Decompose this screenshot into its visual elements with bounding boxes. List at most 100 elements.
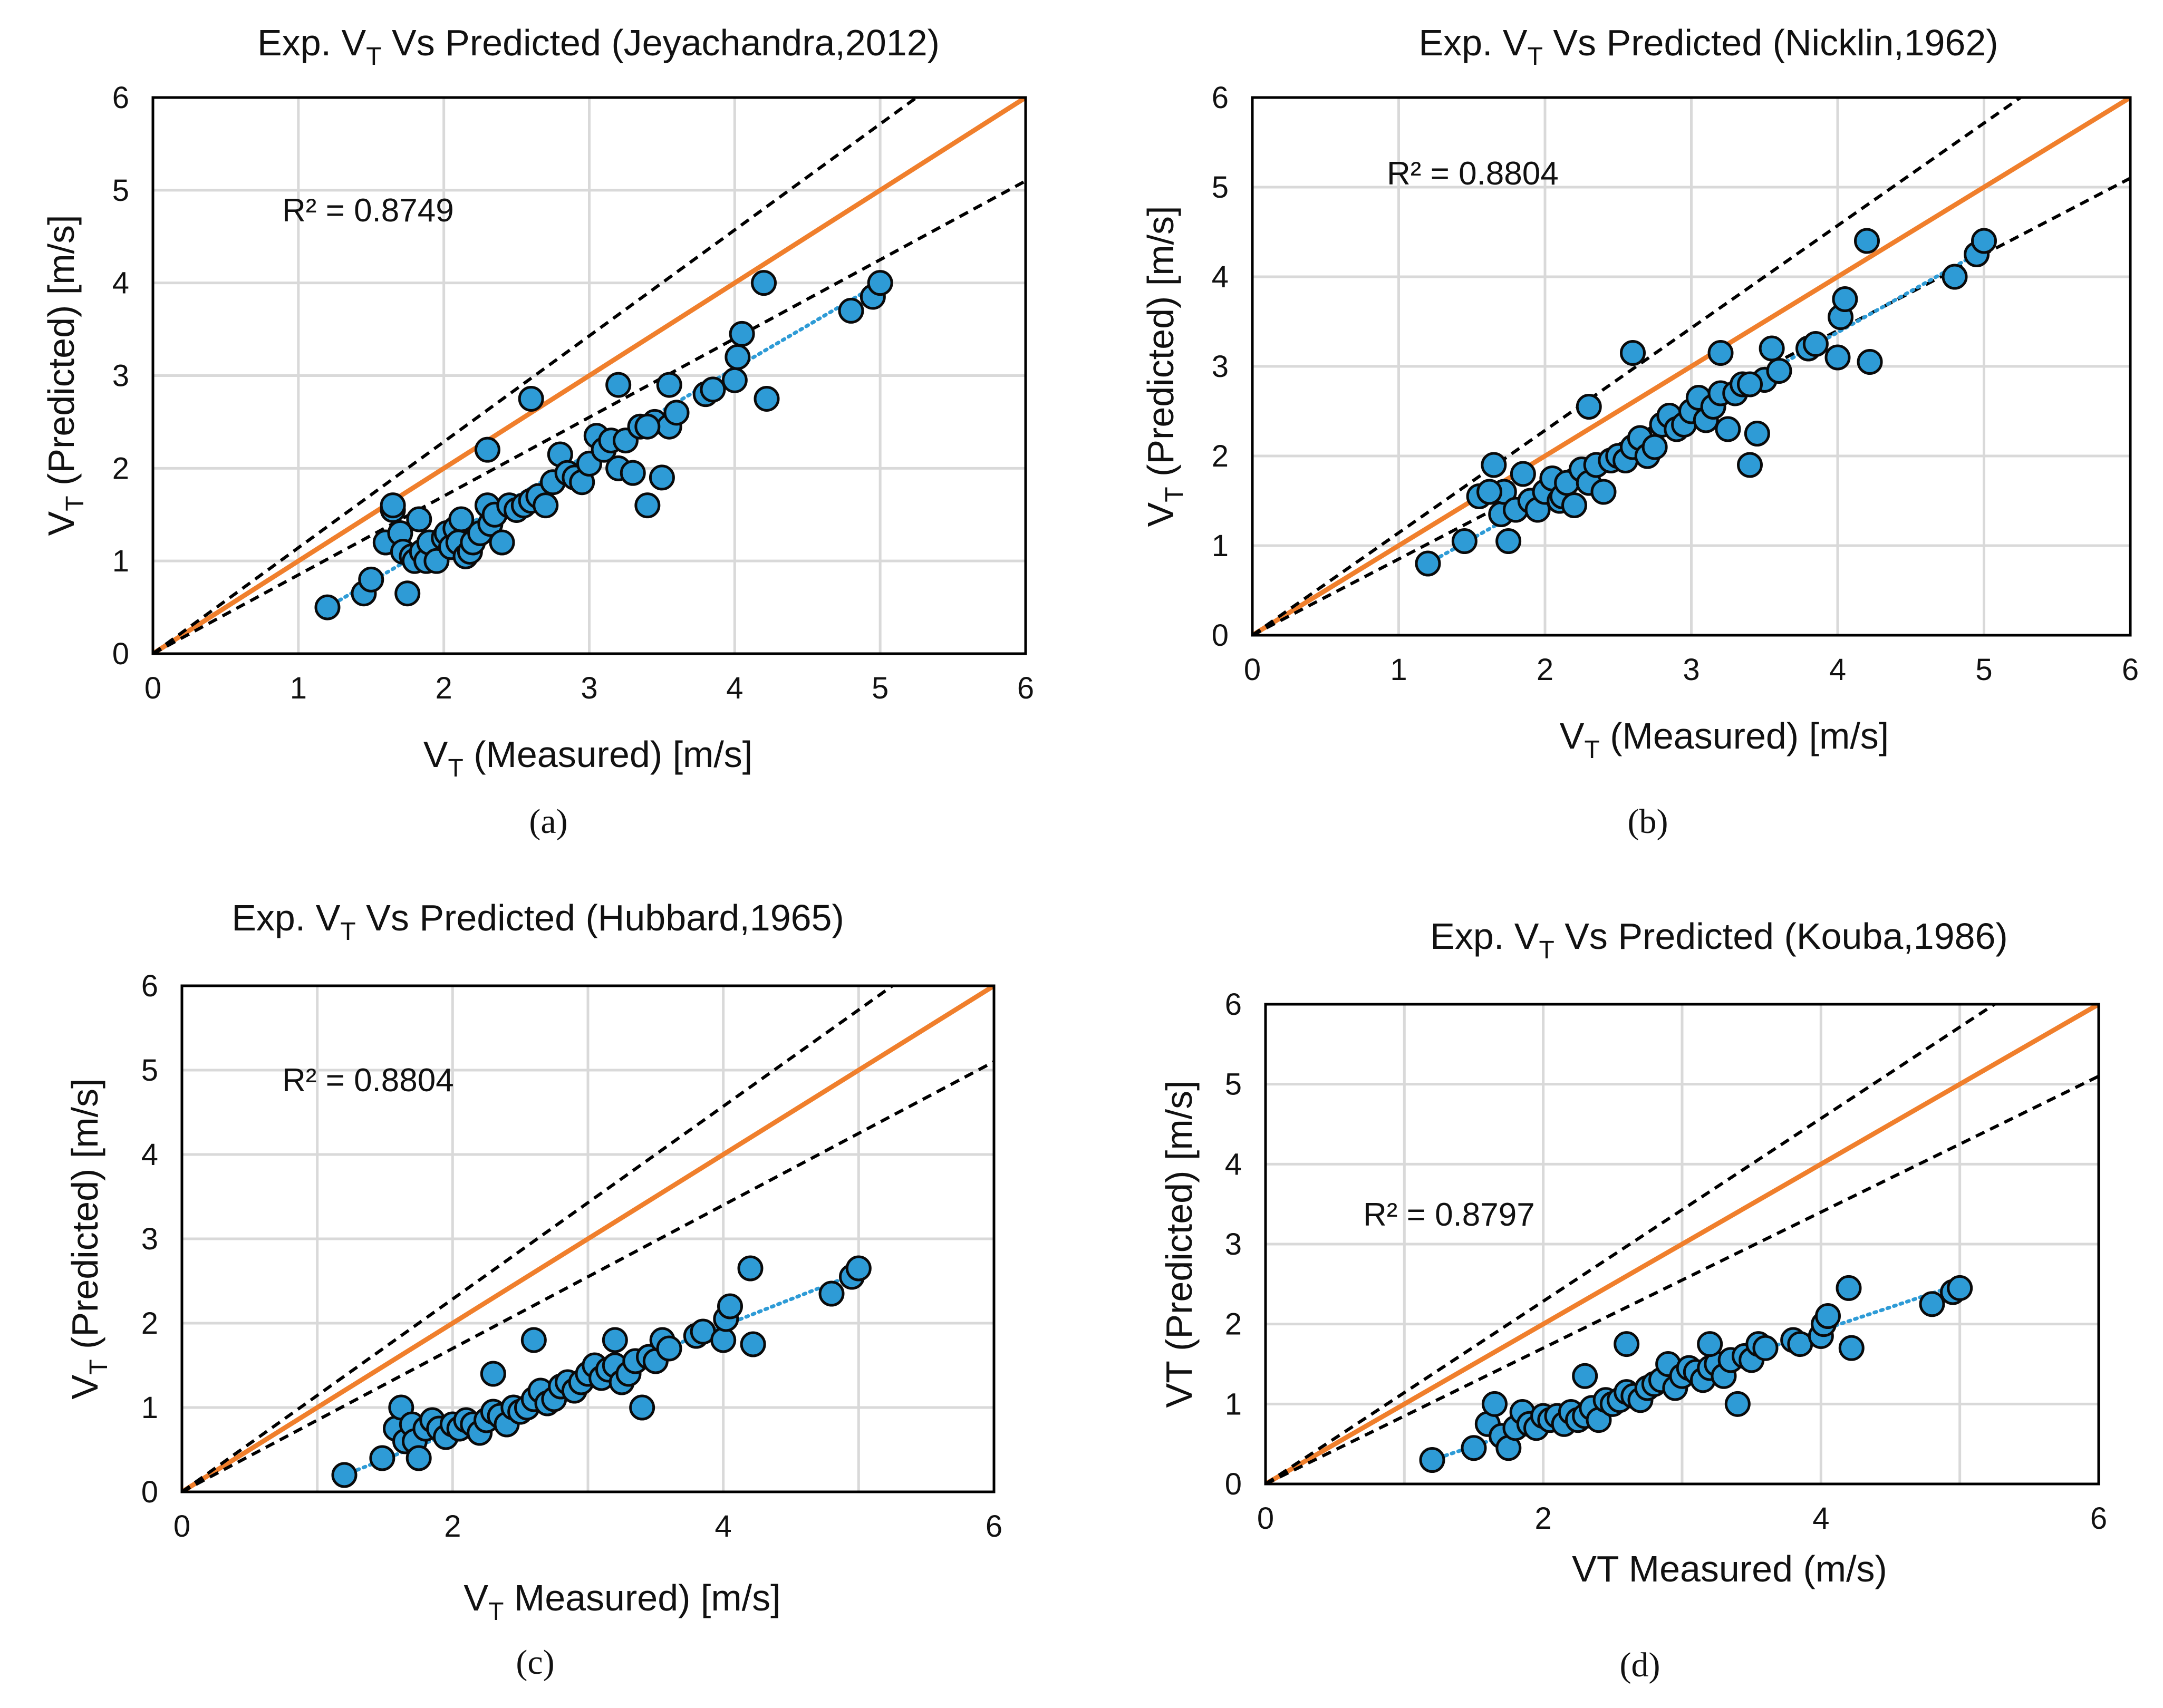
data-point	[1971, 228, 1997, 254]
data-point	[818, 1280, 845, 1307]
data-point	[867, 270, 893, 296]
data-point	[406, 506, 432, 532]
chart-panel-d: 0 2 4 6 0 1 2 3 4 5 6 R² = 0.8797 Exp. VT Vs Predict…	[1158, 916, 2107, 1684]
x-tick-label: 0	[1257, 1501, 1274, 1536]
data-point	[700, 376, 726, 403]
x-tick-label: 3	[581, 671, 597, 705]
chart-panel-c: 0 2 4 6 0 1 2 3 4 5 6 R² = 0.8804 Exp. VT Vs Predict…	[64, 897, 1002, 1682]
data-point	[1476, 479, 1503, 505]
data-point	[845, 1255, 872, 1282]
x-tick-label: 4	[715, 1509, 732, 1544]
data-point	[656, 372, 682, 398]
x-tick-label: 4	[1829, 653, 1846, 687]
data-point	[1752, 1335, 1779, 1361]
y-tick-label: 4	[1212, 260, 1229, 294]
x-tick-label: 0	[173, 1509, 190, 1544]
chart-title: Exp. VT Vs Predicted (Nicklin,1962)	[1418, 22, 1998, 71]
y-tick-label: 1	[1225, 1387, 1242, 1421]
data-point	[1561, 492, 1587, 518]
x-axis-label: VT (Measured) [m/s]	[1560, 715, 1889, 764]
y-tick-label: 4	[112, 266, 129, 300]
data-point	[1461, 1435, 1487, 1461]
data-point	[1766, 358, 1792, 384]
y-tick-label: 5	[1225, 1068, 1242, 1102]
r-squared-annotation: R² = 0.8749	[282, 192, 454, 229]
data-point	[838, 297, 864, 324]
data-point	[721, 367, 748, 393]
data-point	[649, 464, 675, 491]
x-tick-label: 2	[1537, 653, 1553, 687]
panel-caption: (d)	[1620, 1646, 1660, 1684]
plot-frame	[151, 96, 1027, 655]
data-point	[1707, 340, 1734, 366]
x-tick-label: 1	[1390, 653, 1407, 687]
chart-panel-a: 0 1 2 3 4 5 6 0 1 2 3 4 5 6 R² = 0.8749 Exp. VT Vs Pred…	[41, 22, 1034, 841]
data-point	[1815, 1303, 1841, 1329]
data-point	[1724, 1391, 1751, 1417]
x-tick-label: 5	[1975, 653, 1992, 687]
data-point	[1614, 1331, 1640, 1357]
data-point	[1947, 1275, 1973, 1301]
identity-line	[182, 986, 994, 1492]
y-tick-label: 3	[112, 359, 129, 393]
y-axis-label: VT (Predicted) [m/s]	[41, 215, 89, 536]
data-point	[1857, 349, 1883, 375]
x-tick-label: 2	[1535, 1501, 1552, 1536]
data-point	[1744, 421, 1770, 447]
chart-panel-b: 0 1 2 3 4 5 6 0 1 2 3 4 5 6 R² = 0.8804 Exp. VT Vs Pred…	[1140, 22, 2139, 841]
data-point	[740, 1331, 766, 1357]
data-point	[1715, 416, 1741, 442]
data-point	[1481, 452, 1507, 478]
data-point	[394, 580, 421, 607]
data-point	[480, 1361, 506, 1387]
upper-bound-line	[1266, 1004, 1996, 1484]
data-point	[1419, 1447, 1445, 1473]
data-point	[1482, 1391, 1508, 1417]
y-tick-label: 2	[1212, 439, 1229, 473]
x-tick-label: 2	[436, 671, 452, 705]
data-point	[737, 1255, 764, 1282]
y-tick-label: 6	[1225, 987, 1242, 1022]
chart-title: Exp. VT Vs Predicted (Hubbard,1965)	[231, 897, 844, 946]
y-tick-label: 5	[1212, 170, 1229, 205]
data-point	[331, 1462, 358, 1488]
identity-line	[153, 98, 1026, 654]
y-tick-label: 4	[141, 1138, 158, 1172]
data-point	[380, 492, 406, 519]
r-squared-annotation: R² = 0.8804	[282, 1062, 454, 1099]
y-axis-label: VT (Predicted) [m/s]	[64, 1079, 113, 1400]
y-tick-label: 4	[1225, 1147, 1242, 1181]
data-point	[1697, 1331, 1723, 1357]
data-point	[1759, 335, 1785, 362]
y-tick-label: 1	[112, 544, 129, 578]
x-axis-label: VT Measured) [m/s]	[463, 1577, 780, 1626]
upper-bound-line	[1252, 98, 2022, 635]
y-tick-label: 1	[141, 1391, 158, 1425]
x-tick-label: 6	[986, 1509, 1002, 1544]
y-tick-label: 1	[1212, 529, 1229, 563]
data-point	[1451, 528, 1478, 554]
data-point	[710, 1327, 737, 1353]
data-point	[1737, 452, 1763, 478]
data-point	[663, 400, 690, 426]
y-tick-label: 0	[1212, 618, 1229, 653]
panel-caption: (a)	[529, 802, 567, 841]
y-tick-label: 2	[112, 451, 129, 486]
plot-frame	[1264, 1003, 2100, 1486]
data-point	[474, 436, 500, 463]
data-point	[489, 529, 515, 556]
y-axis-label: VT (Predicted) [m/s]	[1140, 206, 1189, 527]
data-point	[1919, 1291, 1945, 1317]
data-point	[1572, 1363, 1598, 1389]
y-tick-label: 6	[112, 81, 129, 115]
data-point	[1802, 331, 1829, 357]
y-tick-label: 6	[1212, 81, 1229, 115]
data-point	[629, 1394, 655, 1421]
data-point	[1838, 1335, 1865, 1361]
lower-bound-line	[182, 1060, 994, 1492]
plot-frame	[1251, 96, 2132, 637]
data-point	[717, 1293, 743, 1319]
data-point	[1824, 344, 1851, 371]
data-point	[448, 506, 475, 532]
x-tick-label: 2	[444, 1509, 461, 1544]
